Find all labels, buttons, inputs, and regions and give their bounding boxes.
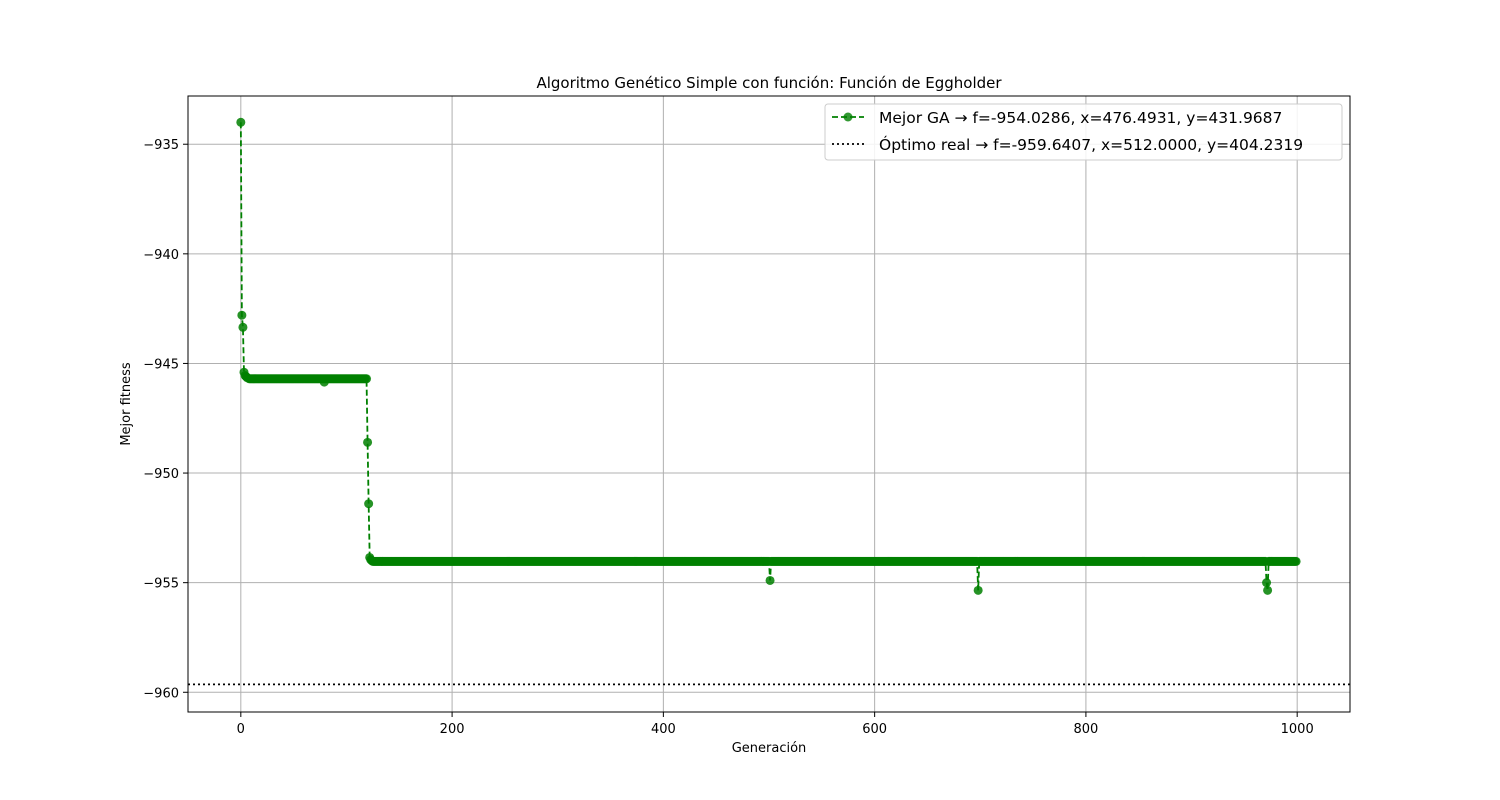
- data-layer: [188, 117, 1350, 686]
- x-axis-title: Generación: [732, 741, 807, 756]
- ga-point: [237, 310, 247, 320]
- ga-point: [363, 437, 373, 447]
- legend-ga-marker: [843, 112, 853, 122]
- y-tick-label: −955: [143, 577, 179, 592]
- ga-point: [319, 377, 329, 387]
- ga-point: [1262, 578, 1272, 588]
- ga-point: [973, 585, 983, 595]
- y-axis-title: Mejor fitness: [119, 362, 134, 446]
- ga-point: [1291, 556, 1301, 566]
- ga-point: [765, 575, 775, 585]
- y-tick-label: −950: [143, 467, 179, 482]
- ga-point: [238, 322, 248, 332]
- legend-frame: [824, 103, 1343, 161]
- legend-optimum-label: Óptimo real → f=-959.6407, x=512.0000, y…: [879, 135, 1303, 154]
- y-tick-label: −940: [143, 248, 179, 263]
- legend: Mejor GA → f=-954.0286, x=476.4931, y=43…: [824, 103, 1343, 161]
- y-tick-label: −960: [143, 686, 179, 701]
- legend-ga-label: Mejor GA → f=-954.0286, x=476.4931, y=43…: [879, 109, 1282, 127]
- x-tick-label: 800: [1073, 722, 1098, 737]
- ga-point: [362, 374, 372, 384]
- ga-point: [1263, 585, 1273, 595]
- y-tick-label: −935: [143, 138, 179, 153]
- y-tick-label: −945: [143, 357, 179, 372]
- x-tick-label: 200: [440, 722, 465, 737]
- plot-frame: [187, 95, 1351, 713]
- x-tick-label: 400: [651, 722, 676, 737]
- x-tick-label: 600: [862, 722, 887, 737]
- ga-point: [236, 117, 246, 127]
- ticks-layer: 0 200 400 600 800 1000 −935 −940 −945 −950 −955 −96…: [143, 138, 1313, 737]
- ga-point: [364, 499, 374, 509]
- x-tick-label: 0: [237, 722, 245, 737]
- x-tick-label: 1000: [1281, 722, 1314, 737]
- chart-title: Algoritmo Genético Simple con función: F…: [536, 74, 1002, 92]
